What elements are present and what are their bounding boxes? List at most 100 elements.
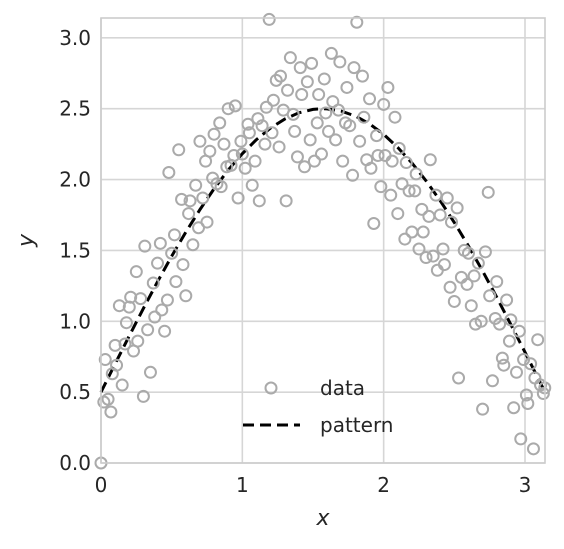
- data-point-123: [385, 154, 399, 168]
- y-tick-labels: 0.0 0.5 1.0 1.5 2.0 2.5 3.0: [59, 26, 91, 475]
- data-point-75: [272, 140, 286, 154]
- data-point-76: [273, 69, 287, 83]
- data-point-90: [307, 154, 321, 168]
- data-point-89: [305, 56, 319, 70]
- data-point-118: [374, 180, 388, 194]
- y-tick-label-4: 2.0: [59, 168, 91, 192]
- data-point-177: [514, 432, 528, 446]
- data-point-134: [412, 242, 426, 256]
- data-point-22: [146, 276, 160, 290]
- data-point-78: [279, 194, 293, 208]
- data-point-61: [238, 161, 252, 175]
- data-point-169: [495, 351, 509, 365]
- data-point-83: [290, 150, 304, 164]
- data-point-24: [151, 256, 165, 270]
- data-point-168: [493, 317, 507, 331]
- data-point-95: [319, 106, 333, 120]
- data-point-107: [347, 61, 361, 75]
- data-point-140: [426, 249, 440, 263]
- y-tick-label-5: 2.5: [59, 97, 91, 121]
- data-point-143: [433, 208, 447, 222]
- data-point-33: [172, 143, 186, 157]
- data-point-162: [478, 245, 492, 259]
- data-point-119: [377, 97, 391, 111]
- y-tick-label-3: 1.5: [59, 238, 91, 262]
- data-point-34: [175, 192, 189, 206]
- data-point-172: [502, 334, 516, 348]
- data-point-9: [115, 378, 129, 392]
- data-point-21: [143, 365, 157, 379]
- data-point-167: [490, 275, 504, 289]
- data-point-70: [259, 100, 273, 114]
- data-point-30: [165, 246, 179, 260]
- y-tick-label-1: 0.5: [59, 380, 91, 404]
- data-point-19: [138, 239, 152, 253]
- data-point-116: [370, 129, 384, 143]
- data-point-74: [269, 73, 283, 87]
- data-series: [94, 12, 552, 470]
- data-point-151: [452, 371, 466, 385]
- data-point-161: [476, 402, 490, 416]
- data-point-68: [255, 119, 269, 133]
- data-point-171: [500, 293, 514, 307]
- data-point-184: [531, 333, 545, 347]
- data-point-154: [460, 277, 474, 291]
- data-point-122: [384, 188, 398, 202]
- data-point-179: [519, 388, 533, 402]
- x-tick-label-3: 3: [519, 473, 532, 497]
- data-point-87: [300, 75, 314, 89]
- data-point-144: [436, 242, 450, 256]
- data-point-108: [350, 15, 364, 29]
- x-tick-labels: 0 1 2 3: [95, 473, 532, 497]
- data-point-109: [353, 134, 367, 148]
- data-point-46: [203, 144, 217, 158]
- data-point-100: [331, 103, 345, 117]
- data-point-163: [481, 185, 495, 199]
- data-point-186: [536, 387, 550, 401]
- data-point-32: [169, 275, 183, 289]
- data-point-135: [415, 202, 429, 216]
- data-point-10: [118, 337, 132, 351]
- data-point-121: [381, 80, 395, 94]
- legend-pattern-label: pattern: [320, 413, 394, 437]
- data-point-133: [409, 167, 423, 181]
- data-point-15: [129, 265, 143, 279]
- data-point-37: [182, 207, 196, 221]
- data-point-3: [101, 392, 115, 406]
- data-point-128: [398, 232, 412, 246]
- data-point-117: [371, 148, 385, 162]
- data-point-54: [221, 102, 235, 116]
- data-point-104: [340, 80, 354, 94]
- data-point-148: [445, 215, 458, 229]
- data-point-82: [288, 124, 302, 138]
- data-point-105: [343, 119, 357, 133]
- x-tick-label-2: 2: [377, 473, 390, 497]
- data-point-113: [363, 92, 377, 106]
- x-tick-label-0: 0: [95, 473, 108, 497]
- data-point-165: [485, 374, 499, 388]
- data-point-99: [329, 133, 343, 147]
- data-point-130: [402, 184, 416, 198]
- data-point-59: [234, 134, 248, 148]
- legend-data-marker: [264, 381, 278, 395]
- data-point-7: [110, 358, 124, 372]
- data-point-101: [333, 55, 347, 69]
- legend-data-label: data: [320, 376, 365, 400]
- data-point-93: [314, 147, 328, 161]
- y-tick-label-6: 3.0: [59, 26, 91, 50]
- y-tick-label-2: 1.0: [59, 309, 91, 333]
- data-point-136: [416, 225, 430, 239]
- data-point-155: [461, 246, 475, 260]
- legend: data pattern: [243, 376, 394, 437]
- data-point-58: [231, 191, 245, 205]
- data-point-110: [355, 69, 369, 83]
- data-point-43: [196, 191, 210, 205]
- data-point-11: [119, 316, 133, 330]
- data-point-72: [265, 126, 279, 140]
- data-point-149: [447, 294, 461, 308]
- data-point-16: [131, 334, 145, 348]
- x-axis-label: x: [315, 506, 330, 531]
- data-point-115: [367, 216, 381, 230]
- data-point-63: [242, 126, 256, 140]
